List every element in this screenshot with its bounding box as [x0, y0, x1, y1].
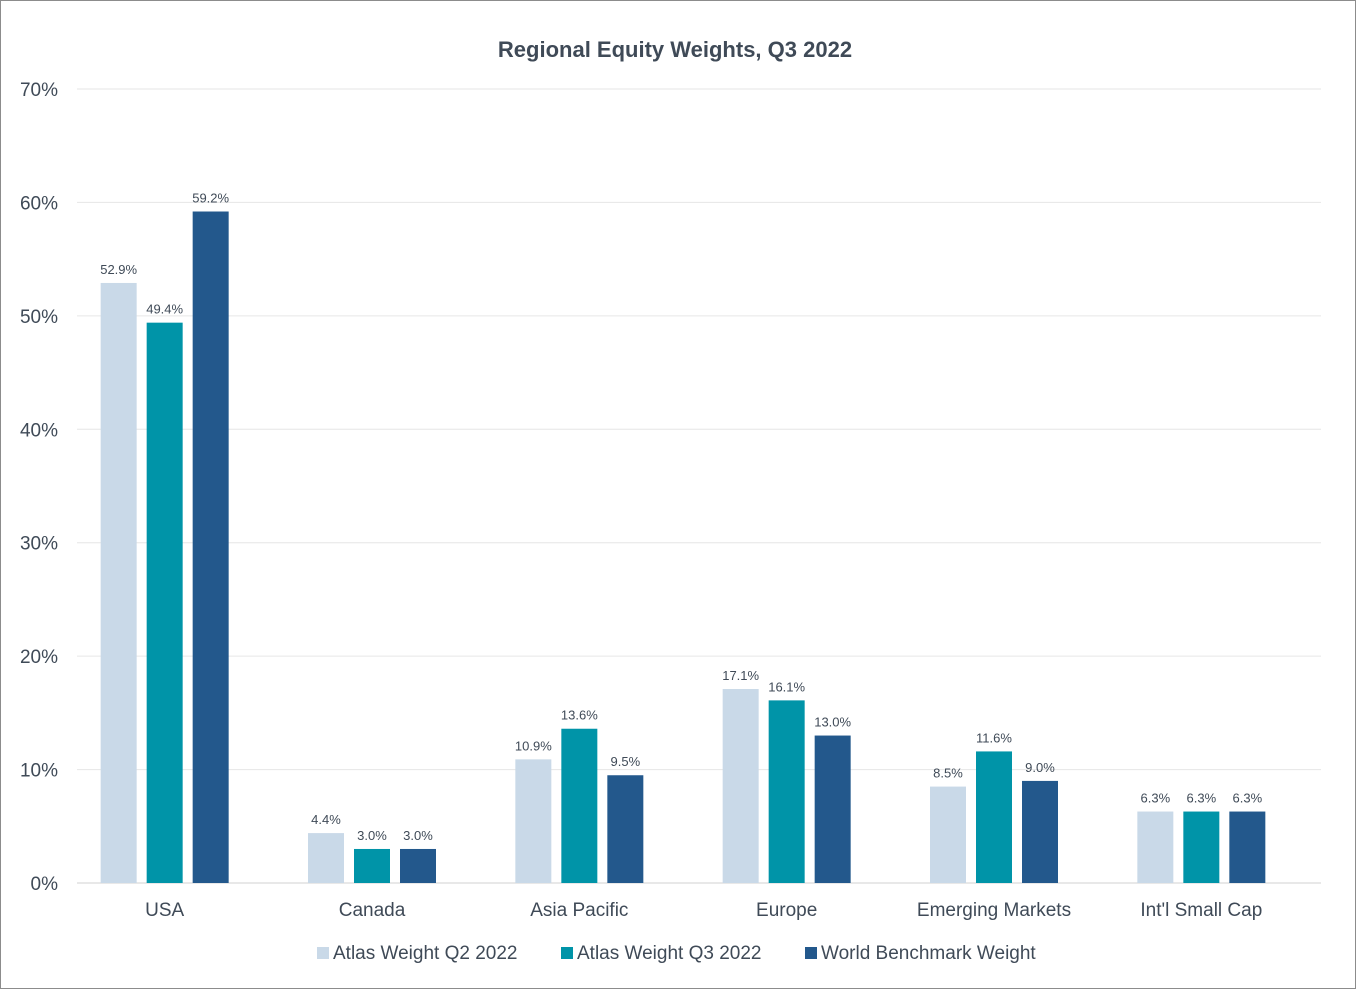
data-label: 16.1%	[768, 679, 805, 694]
x-tick-label: Int'l Small Cap	[1140, 900, 1262, 921]
x-tick-label: Asia Pacific	[530, 900, 628, 921]
data-label: 10.9%	[515, 738, 552, 753]
data-label: 6.3%	[1141, 791, 1171, 806]
chart-title: Regional Equity Weights, Q3 2022	[498, 37, 852, 62]
x-axis: USA Canada Asia Pacific Europe Emerging Mark…	[145, 900, 1262, 921]
bar-2-5	[976, 751, 1012, 883]
legend-swatch	[561, 947, 573, 959]
data-label: 11.6%	[976, 730, 1012, 745]
bar-2-6	[1183, 811, 1220, 883]
data-label: 9.5%	[611, 754, 641, 769]
bar-3-5	[1022, 780, 1058, 883]
y-tick-label: 40%	[20, 420, 58, 441]
gridlines	[77, 88, 1321, 884]
y-tick-label: 60%	[20, 193, 58, 214]
bar-3-6	[1229, 811, 1266, 883]
y-tick-label: 0%	[31, 874, 59, 895]
x-tick-label: Emerging Markets	[917, 900, 1071, 921]
bar-3-2	[400, 848, 436, 883]
legend-swatch	[805, 947, 817, 959]
x-tick-label: Canada	[339, 900, 406, 921]
data-label: 49.4%	[146, 302, 183, 317]
y-tick-label: 50%	[20, 307, 58, 328]
bar-2-3	[561, 728, 598, 883]
data-label: 52.9%	[100, 262, 137, 277]
data-labels: 52.9% 49.4% 59.2% 4.4% 3.0% 3.0% 10.9% 13.6% 9.5…	[100, 191, 1262, 843]
bar-1-1	[100, 282, 137, 883]
bar-3-1	[192, 211, 229, 883]
bar-1-4	[722, 689, 759, 883]
legend: Atlas Weight Q2 2022 Atlas Weight Q3 2022…	[317, 943, 1036, 964]
bar-2-4	[768, 700, 805, 883]
bar-2-1	[146, 322, 183, 884]
data-label: 59.2%	[192, 191, 229, 206]
data-label: 6.3%	[1187, 791, 1217, 806]
bar-1-2	[308, 833, 344, 883]
data-label: 3.0%	[357, 828, 387, 843]
data-label: 8.5%	[933, 766, 963, 781]
y-tick-label: 10%	[20, 761, 58, 782]
bar-1-6	[1137, 811, 1174, 883]
y-tick-label: 20%	[20, 647, 58, 668]
data-label: 13.0%	[814, 715, 851, 730]
bars	[100, 211, 1266, 884]
legend-label: World Benchmark Weight	[821, 943, 1036, 964]
x-tick-label: Europe	[756, 900, 817, 921]
legend-label: Atlas Weight Q2 2022	[333, 943, 517, 964]
data-label: 9.0%	[1025, 760, 1055, 775]
legend-label: Atlas Weight Q3 2022	[577, 943, 761, 964]
data-label: 13.6%	[561, 708, 598, 723]
data-label: 6.3%	[1233, 791, 1263, 806]
y-tick-label: 70%	[20, 80, 58, 101]
data-label: 3.0%	[403, 828, 433, 843]
y-axis: 0% 10% 20% 30% 40% 50% 60% 70%	[20, 80, 58, 895]
legend-swatch	[317, 947, 329, 959]
bar-2-2	[354, 848, 390, 883]
bar-1-3	[515, 759, 552, 883]
y-tick-label: 30%	[20, 534, 58, 555]
bar-1-5	[930, 786, 966, 883]
x-tick-label: USA	[145, 900, 184, 921]
data-label: 4.4%	[311, 812, 341, 827]
data-label: 17.1%	[722, 668, 759, 683]
bar-3-4	[814, 735, 851, 883]
bar-3-3	[607, 775, 644, 883]
